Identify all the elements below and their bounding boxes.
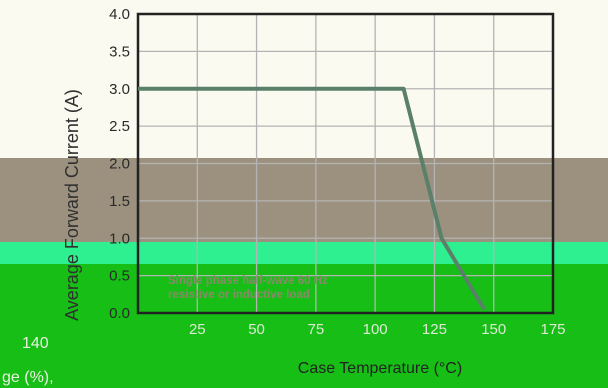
x-tick-label: 25 xyxy=(189,321,206,338)
grid xyxy=(137,13,554,314)
y-axis-label: Average Forward Current (A) xyxy=(62,89,82,321)
y-tick-label: 3.0 xyxy=(109,81,130,98)
y-tick-label: 0.5 xyxy=(109,268,130,285)
y-tick-label: 0.0 xyxy=(109,305,130,322)
annotation-line-1: Single phase half-wave 60 Hz xyxy=(168,275,328,287)
edge-axis-label: ge (%), xyxy=(2,369,54,386)
x-axis-ticks: 25 50 75 100 125 150 175 xyxy=(189,321,566,338)
y-tick-label: 2.0 xyxy=(109,156,130,173)
series-line xyxy=(138,86,486,311)
series-layer xyxy=(138,86,486,311)
y-tick-label: 4.0 xyxy=(109,6,130,23)
x-tick-label: 175 xyxy=(540,321,565,338)
y-tick-label: 1.0 xyxy=(109,230,130,247)
x-tick-label: 100 xyxy=(363,321,388,338)
x-tick-label: 75 xyxy=(308,321,325,338)
gray-band xyxy=(0,158,608,242)
edge-tick-label: 140 xyxy=(22,335,49,352)
x-tick-label: 125 xyxy=(422,321,447,338)
plot-frame xyxy=(136,12,555,315)
y-tick-label: 1.5 xyxy=(109,193,130,210)
annotation-line-2: resistive or inductive load xyxy=(168,289,310,301)
x-tick-label: 150 xyxy=(481,321,506,338)
y-axis-ticks: 0.0 0.5 1.0 1.5 2.0 2.5 3.0 3.5 4.0 xyxy=(109,6,130,322)
y-tick-label: 3.5 xyxy=(109,43,130,60)
x-tick-label: 50 xyxy=(248,321,265,338)
x-axis-label: Case Temperature (°C) xyxy=(298,360,462,377)
y-tick-label: 2.5 xyxy=(109,118,130,135)
green-band xyxy=(0,264,608,388)
